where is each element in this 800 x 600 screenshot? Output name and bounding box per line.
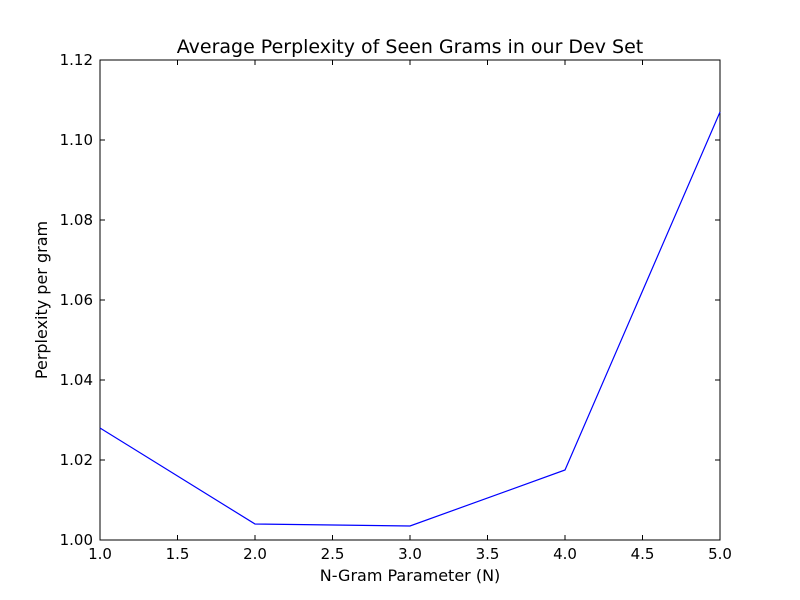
plot-frame — [99, 59, 721, 541]
x-tick-label: 3.5 — [476, 545, 500, 563]
y-tick-label: 1.00 — [60, 531, 93, 549]
x-tick-label: 2.5 — [321, 545, 345, 563]
x-tick-label: 5.0 — [708, 545, 732, 563]
y-axis-label: Perplexity per gram — [32, 221, 51, 379]
x-tick-label: 1.0 — [88, 545, 112, 563]
chart-title: Average Perplexity of Seen Grams in our … — [177, 36, 643, 58]
x-axis: 1.0 1.5 2.0 2.5 3.0 3.5 4.0 4.5 5.0 — [88, 60, 732, 563]
y-tick-label: 1.10 — [60, 131, 93, 149]
y-axis: 1.00 1.02 1.04 1.06 1.08 1.10 1.12 — [60, 51, 720, 549]
x-tick-label: 2.0 — [243, 545, 267, 563]
x-tick-label: 1.5 — [166, 545, 190, 563]
y-tick-label: 1.12 — [60, 51, 93, 69]
x-tick-label: 4.5 — [631, 545, 655, 563]
plot-area: 1.0 1.5 2.0 2.5 3.0 3.5 4.0 4.5 5.0 1.00 1.02 1.04… — [60, 51, 732, 563]
series-line — [99, 111, 721, 527]
y-tick-label: 1.04 — [60, 371, 93, 389]
y-tick-label: 1.08 — [60, 211, 93, 229]
y-tick-label: 1.06 — [60, 291, 93, 309]
x-tick-label: 4.0 — [553, 545, 577, 563]
x-tick-label: 3.0 — [398, 545, 422, 563]
x-axis-label: N-Gram Parameter (N) — [320, 566, 501, 585]
y-tick-label: 1.02 — [60, 451, 93, 469]
series-layer — [99, 111, 721, 527]
